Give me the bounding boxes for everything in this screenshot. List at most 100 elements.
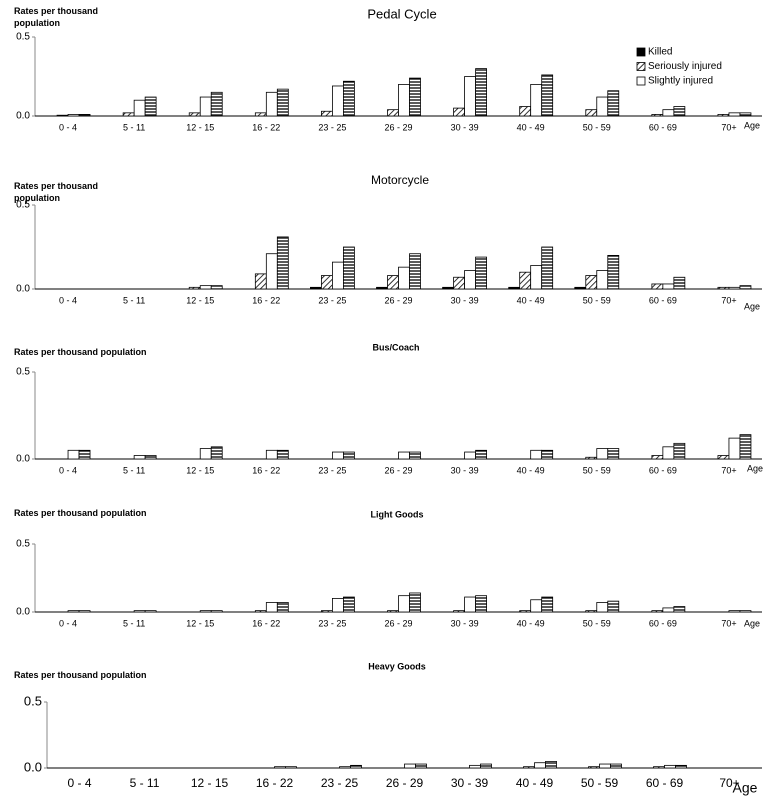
bar <box>343 451 355 460</box>
bar <box>343 80 355 117</box>
bar <box>607 448 620 460</box>
x-tick-label: 5 - 11 <box>123 465 145 475</box>
bar <box>376 286 388 290</box>
x-tick-label: 40 - 49 <box>516 776 554 790</box>
bar <box>530 84 543 117</box>
x-tick-label: 5 - 11 <box>130 776 160 790</box>
x-tick-label: 0 - 4 <box>59 295 77 305</box>
bar <box>254 610 267 613</box>
bar <box>285 766 297 769</box>
x-axis-label: Age <box>744 120 760 130</box>
bar <box>673 606 686 613</box>
bar <box>78 610 91 613</box>
bar <box>409 451 421 460</box>
legend-swatch <box>636 47 646 57</box>
y-tick-label: 0.5 <box>16 539 30 550</box>
bar <box>144 610 157 613</box>
bar <box>728 610 741 613</box>
bar <box>541 449 554 460</box>
x-tick-label: 23 - 25 <box>318 465 346 475</box>
bar <box>585 610 598 613</box>
x-tick-label: 70+ <box>721 618 736 628</box>
bar <box>475 595 487 613</box>
bar <box>67 114 80 117</box>
bar <box>332 85 344 117</box>
bar <box>387 275 399 290</box>
bar <box>534 762 546 769</box>
x-tick-label: 26 - 29 <box>384 618 412 628</box>
x-axis-label: Age <box>744 301 760 311</box>
bar <box>254 273 267 290</box>
bar <box>144 455 157 460</box>
bar <box>717 286 730 290</box>
bar <box>739 285 752 290</box>
bar <box>67 449 80 460</box>
bar <box>210 91 223 117</box>
y-tick-label: 0.0 <box>16 111 30 122</box>
bar <box>588 766 600 769</box>
bar <box>585 456 598 460</box>
bar <box>409 253 421 290</box>
bar <box>662 109 675 117</box>
bar <box>254 112 267 117</box>
bar <box>387 109 399 117</box>
bar <box>310 286 322 290</box>
x-axis-label: Age <box>744 618 760 628</box>
bar <box>739 434 752 460</box>
x-tick-label: 50 - 59 <box>581 776 619 790</box>
bar <box>276 602 289 613</box>
y-tick-label: 0.5 <box>24 693 42 708</box>
x-tick-label: 16 - 22 <box>252 122 280 132</box>
bar <box>653 766 665 769</box>
bar <box>210 285 223 290</box>
x-tick-label: 70+ <box>721 465 736 475</box>
x-tick-label: 26 - 29 <box>384 122 412 132</box>
bar <box>541 596 554 613</box>
bar <box>321 110 333 117</box>
x-tick-label: 30 - 39 <box>451 776 489 790</box>
x-tick-label: 0 - 4 <box>59 122 77 132</box>
x-tick-label: 30 - 39 <box>451 618 479 628</box>
x-tick-label: 30 - 39 <box>451 295 479 305</box>
bar <box>530 265 543 290</box>
bar <box>133 610 146 613</box>
x-tick-label: 16 - 22 <box>252 295 280 305</box>
bar <box>675 764 687 769</box>
bar <box>673 442 686 460</box>
x-tick-label: 16 - 22 <box>252 618 280 628</box>
x-tick-label: 12 - 15 <box>186 122 214 132</box>
bar <box>122 112 135 117</box>
bar <box>739 112 752 117</box>
bar <box>574 286 587 290</box>
x-tick-label: 60 - 69 <box>649 295 677 305</box>
bar <box>265 253 278 290</box>
legend-swatch <box>636 76 646 86</box>
bar <box>67 610 80 613</box>
bar <box>442 286 454 290</box>
bar <box>398 266 410 290</box>
chart-title: Bus/Coach <box>372 342 419 352</box>
x-tick-label: 26 - 29 <box>384 295 412 305</box>
y-tick-label: 0.0 <box>16 284 30 295</box>
bar <box>453 276 465 290</box>
bar <box>398 451 410 460</box>
bar <box>475 449 487 460</box>
y-tick-label: 0.0 <box>16 454 30 465</box>
x-tick-label: 12 - 15 <box>191 776 229 790</box>
x-tick-label: 0 - 4 <box>59 465 77 475</box>
chart-title: Light Goods <box>371 509 424 519</box>
bar <box>607 600 620 613</box>
bar <box>519 106 532 117</box>
x-tick-label: 23 - 25 <box>318 122 346 132</box>
bar <box>519 271 532 290</box>
legend-label: Seriously injured <box>648 61 722 72</box>
bar <box>56 114 69 117</box>
x-tick-label: 70+ <box>721 122 736 132</box>
bar <box>662 283 675 290</box>
x-tick-label: 50 - 59 <box>583 295 611 305</box>
bar <box>415 763 427 769</box>
bar <box>464 451 476 460</box>
bar <box>276 88 289 117</box>
